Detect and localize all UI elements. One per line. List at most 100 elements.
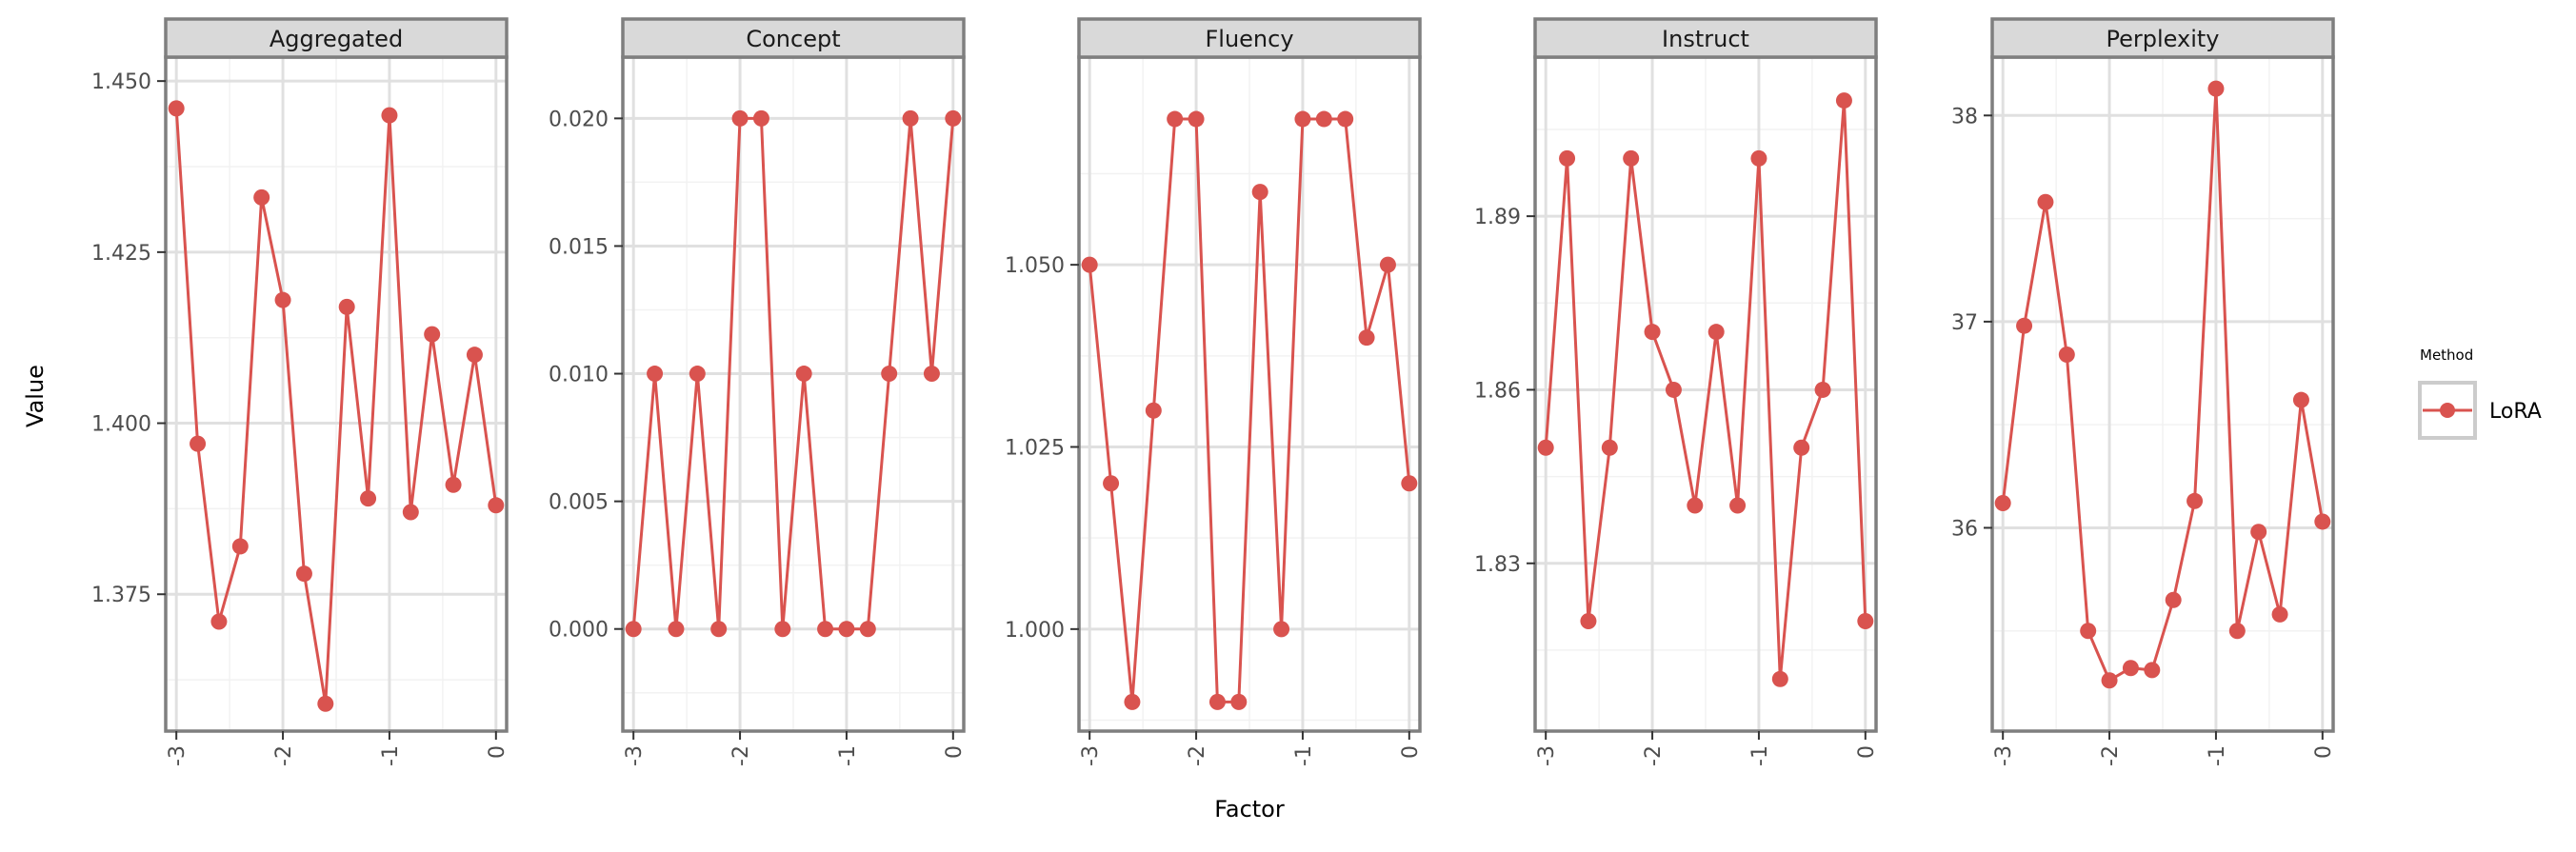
data-point <box>317 695 334 712</box>
y-tick-label: 37 <box>1951 311 1978 335</box>
series-line-lora <box>2001 87 2325 683</box>
data-point <box>360 490 377 507</box>
strip-label-perplexity: Perplexity <box>2107 26 2220 52</box>
x-tick-label: -2 <box>272 745 296 766</box>
data-point <box>2080 623 2097 640</box>
strip-background <box>621 17 966 59</box>
x-tick-label: 0 <box>486 745 509 759</box>
facet-aggregated: Aggregated 1.375 1.400 1.425 1.450 -3 -2 -1 0 <box>91 17 509 766</box>
legend-key-point <box>2440 403 2455 418</box>
data-point <box>210 613 228 630</box>
legend: Method LoRA <box>2418 347 2542 440</box>
data-point <box>1623 149 1640 167</box>
data-point <box>1857 613 1874 630</box>
data-point <box>1251 184 1268 201</box>
series-line-lora <box>1088 117 1411 703</box>
x-tick-label: -3 <box>1992 745 2016 766</box>
series-line-lora <box>174 108 498 705</box>
strip-label-aggregated: Aggregated <box>270 26 403 52</box>
data-point <box>1081 256 1098 273</box>
y-tick-label: 1.375 <box>91 584 151 607</box>
strip-background <box>1533 17 1878 59</box>
data-point <box>190 435 207 452</box>
data-point <box>1601 439 1618 456</box>
y-axis-title: Value <box>22 365 49 427</box>
x-tick-label: 0 <box>1855 745 1879 759</box>
data-point <box>2314 513 2331 530</box>
data-point <box>2187 492 2204 509</box>
y-tick-label: 0.000 <box>549 619 609 643</box>
legend-title: Method <box>2420 347 2473 364</box>
data-point <box>1793 439 1810 456</box>
y-tick-label: 1.400 <box>91 413 151 437</box>
data-point <box>817 621 834 638</box>
data-point <box>2165 591 2182 608</box>
x-tick-label: -1 <box>2206 745 2229 766</box>
data-point <box>731 109 749 127</box>
data-point <box>1315 110 1332 128</box>
data-point <box>168 100 185 117</box>
data-point <box>1707 324 1725 341</box>
facet-perplexity: Perplexity 36 37 38 -3 -2 -1 0 <box>1951 17 2336 766</box>
data-point <box>1401 475 1418 492</box>
data-point <box>625 621 642 638</box>
data-point <box>466 347 483 364</box>
data-point <box>2144 662 2161 679</box>
y-tick-label: 1.89 <box>1474 206 1521 229</box>
legend-label-lora: LoRA <box>2489 400 2542 424</box>
data-point <box>2016 317 2033 334</box>
data-point <box>1771 670 1788 687</box>
data-point <box>2122 660 2139 677</box>
x-tick-label: -3 <box>623 745 647 766</box>
data-point <box>2292 391 2309 408</box>
y-tick-label: 1.425 <box>91 242 151 266</box>
x-tick-label: 0 <box>1399 745 1423 759</box>
y-tick-label: 36 <box>1951 517 1978 541</box>
y-tick-label: 1.86 <box>1474 379 1521 403</box>
data-point <box>295 565 312 583</box>
data-point <box>1294 110 1311 128</box>
x-tick-label: -3 <box>1079 745 1103 766</box>
data-point <box>488 497 505 514</box>
strip-label-concept: Concept <box>746 26 840 52</box>
y-tick-label: 1.83 <box>1474 553 1521 577</box>
series-line-lora <box>631 116 955 631</box>
data-point <box>1273 621 1290 638</box>
strip-label-instruct: Instruct <box>1662 26 1749 52</box>
facet-concept: Concept 0.000 0.005 0.010 0.015 0.020 -3 -2 -1 0 <box>549 17 967 766</box>
y-tick-label: 1.450 <box>91 70 151 94</box>
x-tick-label: -2 <box>1186 745 1209 766</box>
x-tick-label: -1 <box>1292 745 1316 766</box>
x-tick-label: -3 <box>1535 745 1559 766</box>
y-tick-label: 0.010 <box>549 364 609 387</box>
data-point <box>1208 693 1226 710</box>
strip-background <box>1077 17 1422 59</box>
data-point <box>1559 149 1576 167</box>
y-tick-label: 1.025 <box>1005 436 1065 460</box>
strip-background <box>164 17 509 59</box>
y-tick-label: 1.050 <box>1005 254 1065 278</box>
data-point <box>668 621 685 638</box>
facet-fluency: Fluency 1.000 1.025 1.050 -3 -2 -1 0 <box>1005 17 1423 766</box>
data-point <box>2271 605 2288 623</box>
data-point <box>1814 381 1831 398</box>
series-line-lora <box>1544 99 1867 681</box>
data-point <box>381 107 398 124</box>
strip-label-fluency: Fluency <box>1205 26 1293 52</box>
data-point <box>795 366 812 383</box>
facets: Aggregated 1.375 1.400 1.425 1.450 -3 -2 -1 0 Con… <box>91 17 2336 766</box>
strip-background <box>1990 17 2335 59</box>
data-point <box>1103 475 1120 492</box>
data-point <box>1124 693 1141 710</box>
y-tick-label: 0.015 <box>549 235 609 259</box>
data-point <box>1580 613 1597 630</box>
data-point <box>689 366 706 383</box>
data-point <box>774 621 791 638</box>
data-point <box>445 476 462 493</box>
data-point <box>402 504 419 521</box>
y-tick-label: 0.020 <box>549 108 609 131</box>
x-tick-label: -3 <box>166 745 190 766</box>
data-point <box>1379 256 1396 273</box>
x-tick-label: 0 <box>2312 745 2336 759</box>
x-tick-label: -2 <box>729 745 753 766</box>
